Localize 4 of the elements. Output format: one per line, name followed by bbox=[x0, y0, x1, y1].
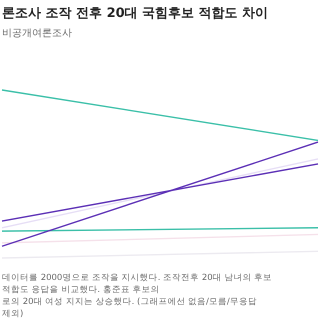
text: 로의 20대 여성 지지는 상승했다. (그래프에선 없음/모름/무응답 제외) bbox=[2, 297, 257, 319]
text: 데이터를 2000명으로 조작을 지시했다. 조작전후 20대 남녀의 후보 적합도 응답을 비교했다. 홍준표 후보의 bbox=[2, 273, 272, 295]
chart-title: 론조사 조작 전후 20대 국힘후보 적합도 차이 bbox=[2, 6, 268, 21]
chart-subtitle: 비공개여론조사 bbox=[2, 28, 72, 39]
